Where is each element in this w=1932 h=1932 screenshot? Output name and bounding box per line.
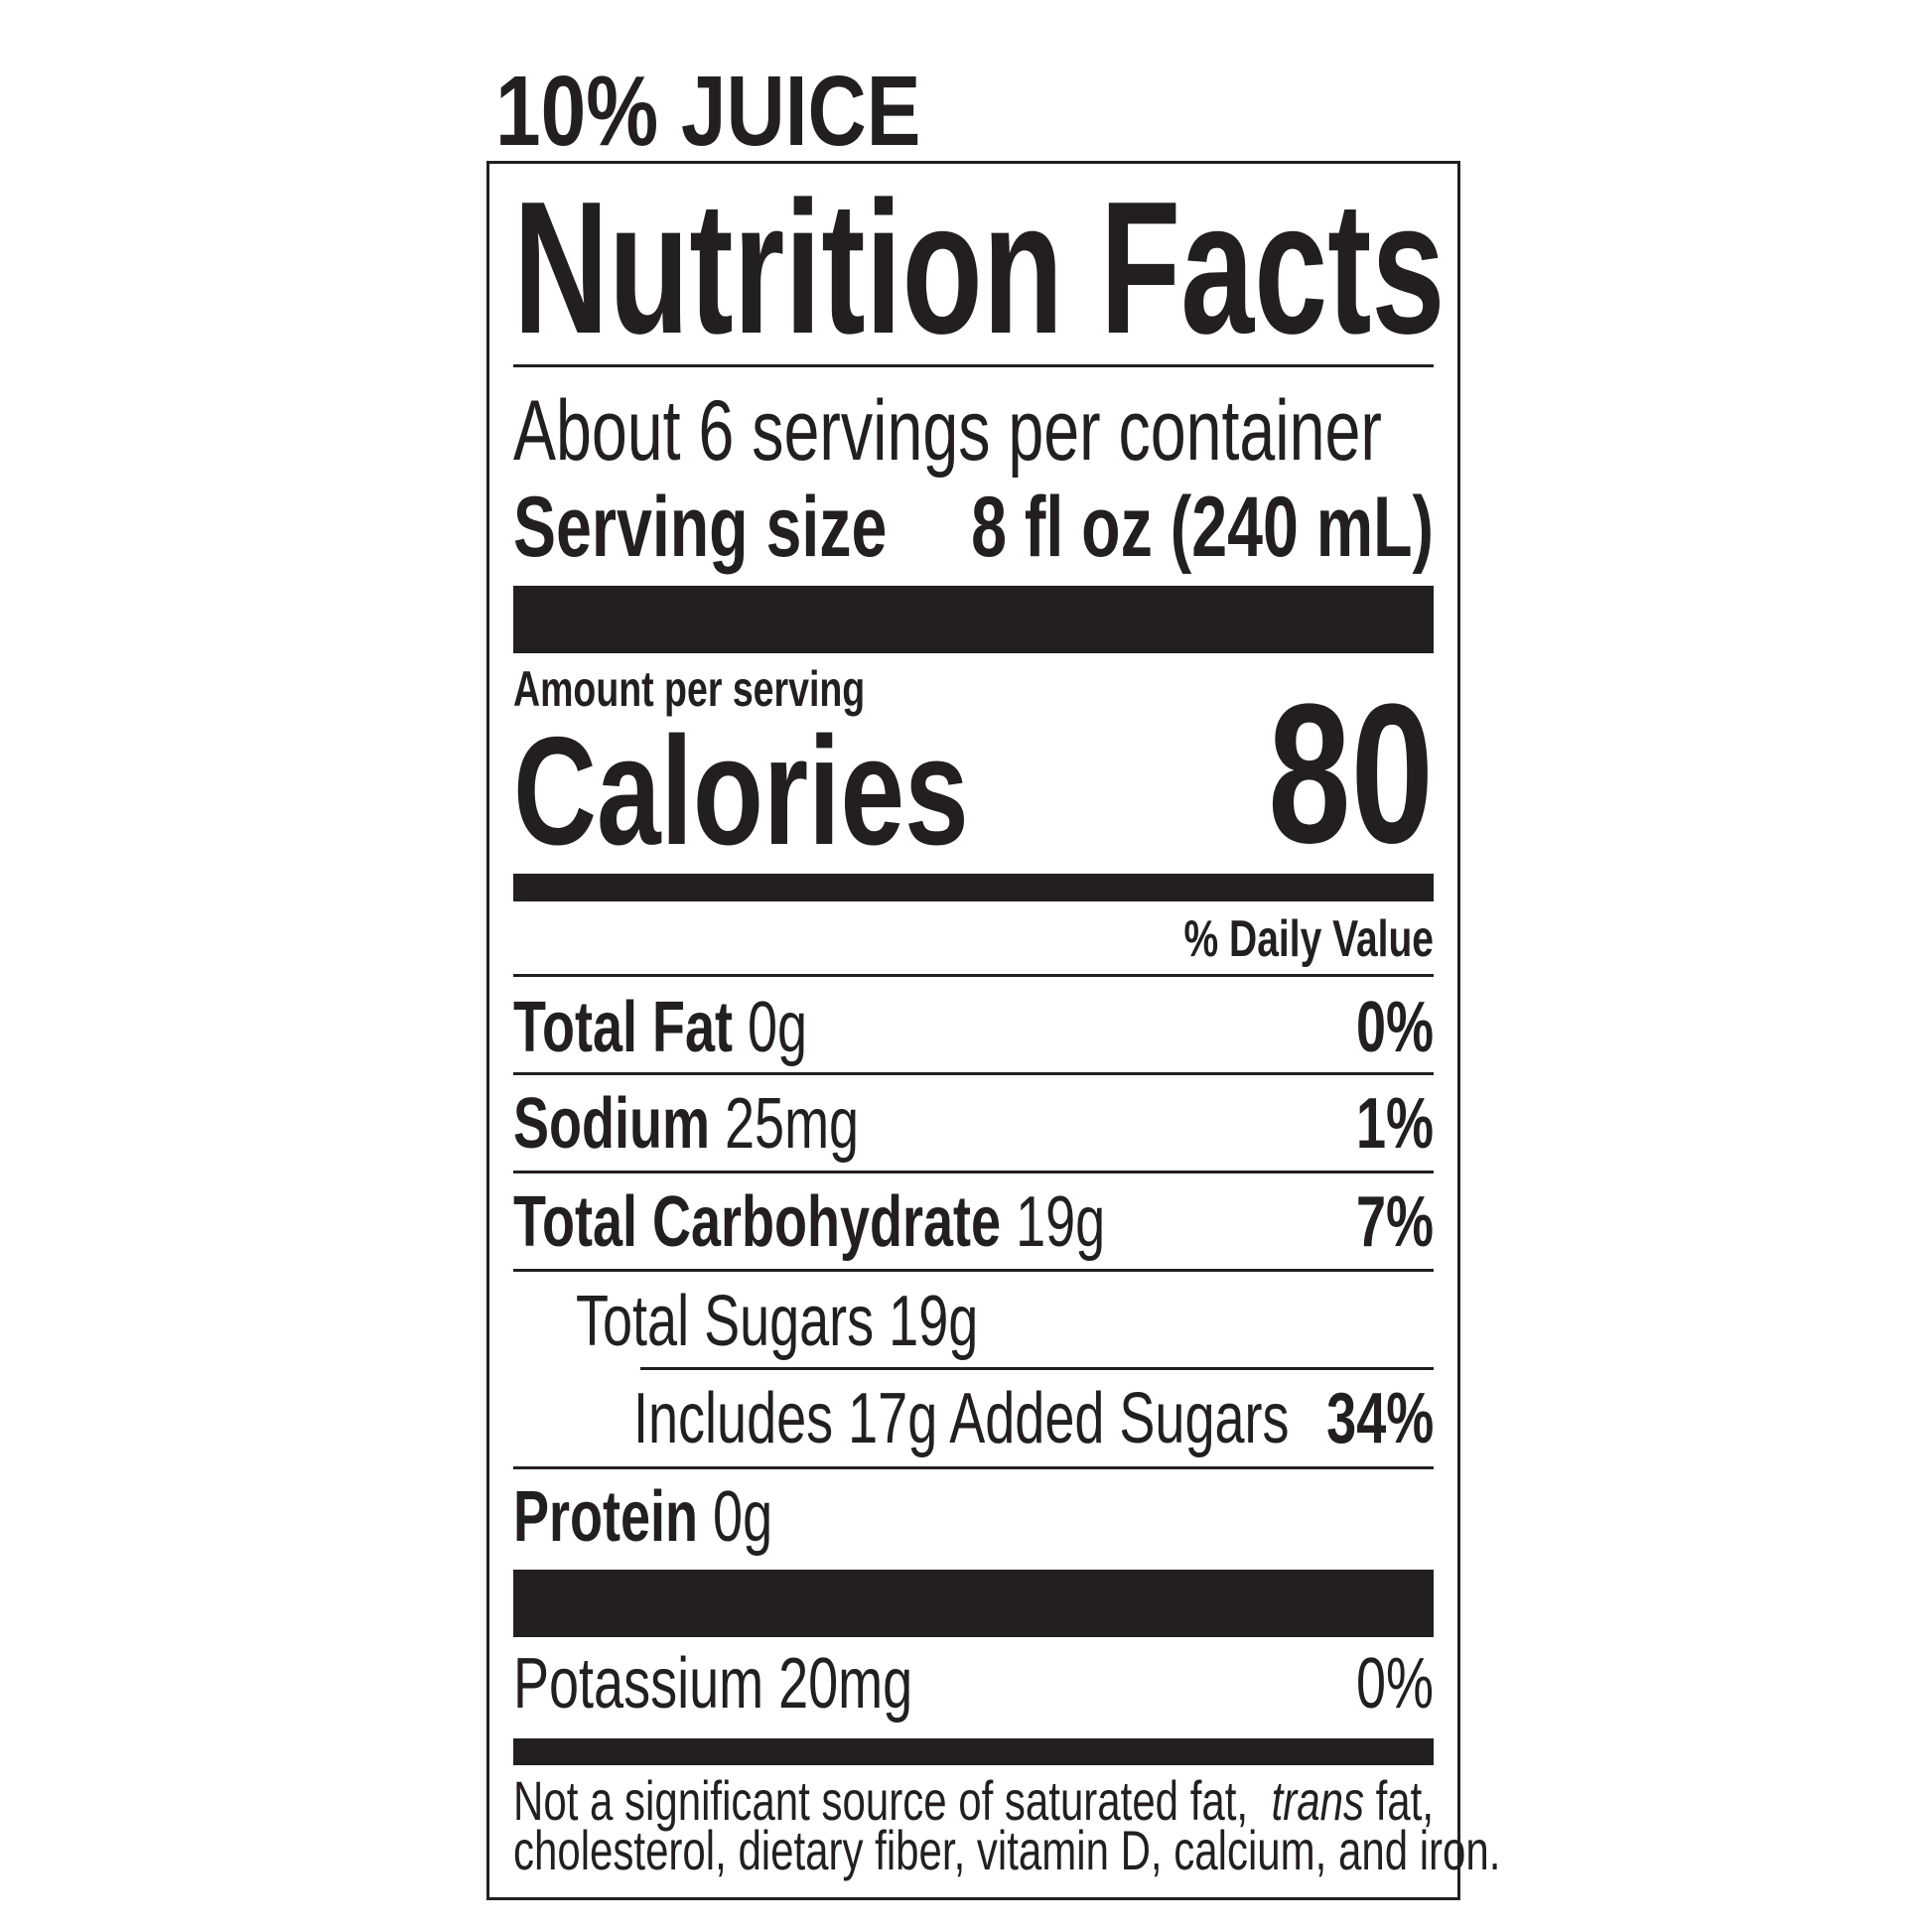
calories-value: 80 (1268, 663, 1434, 885)
nutrient-name: Protein (513, 1477, 699, 1557)
divider (513, 1072, 1434, 1075)
serving-size-row: Serving size 8 fl oz (240 mL) (513, 484, 1434, 570)
nutrient-dv: 34% (1326, 1379, 1435, 1458)
serving-size-value: 8 fl oz (240 mL) (971, 480, 1434, 575)
servings-text: About 6 servings per container (513, 383, 1382, 479)
medium-bar (513, 1738, 1434, 1765)
daily-value-header: % Daily Value (513, 913, 1434, 965)
footnote-text: fat, (1375, 1769, 1434, 1832)
nutrient-row-total-fat: Total Fat 0g 0% (513, 992, 1434, 1063)
footnote-line-1: Not a significant source of saturated fa… (513, 1773, 1434, 1829)
nutrition-facts-panel (486, 161, 1460, 1900)
title: Nutrition Facts (513, 174, 1445, 362)
divider (513, 1466, 1434, 1469)
calories-label-row: Calories (513, 714, 1434, 868)
nutrient-row-sodium: Sodium 25mg 1% (513, 1088, 1434, 1160)
nutrient-dv: 0% (1355, 988, 1434, 1067)
nutrient-dv: 0% (1355, 1644, 1434, 1724)
servings-per-container: About 6 servings per container (513, 388, 1434, 474)
nutrient-amount: 0g (713, 1477, 773, 1557)
footnote-line-2: cholesterol, dietary fiber, vitamin D, c… (513, 1823, 1500, 1878)
nutrient-dv: 1% (1355, 1084, 1434, 1164)
nutrient-name: Sodium (513, 1084, 710, 1164)
thick-bar (513, 586, 1434, 653)
nutrient-dv: 7% (1355, 1182, 1434, 1262)
footnote-text: cholesterol, dietary fiber, vitamin D, c… (513, 1819, 1501, 1881)
nutrient-row-total-sugars: Total Sugars 19g (576, 1286, 1434, 1357)
divider (513, 1171, 1434, 1173)
divider (513, 1269, 1434, 1272)
serving-size-label: Serving size (513, 480, 888, 575)
amount-per-serving: Amount per serving (513, 664, 1434, 714)
nutrient-name: Potassium 20mg (513, 1644, 913, 1724)
divider (513, 974, 1434, 977)
nutrient-row-added-sugars: Includes 17g Added Sugars 34% (633, 1383, 1434, 1454)
title-text: Nutrition Facts (513, 163, 1446, 373)
medium-bar (513, 874, 1434, 901)
amount-per-serving-text: Amount per serving (513, 661, 866, 717)
calories-value-row: 80 (513, 675, 1434, 874)
nutrient-name: Total Carbohydrate (513, 1182, 1002, 1262)
nutrient-name: Includes 17g Added Sugars (633, 1379, 1290, 1458)
footnote-italic: trans (1271, 1769, 1364, 1832)
nutrient-row-protein: Protein 0g (513, 1481, 1434, 1553)
divider (513, 364, 1434, 367)
nutrient-amount: 25mg (725, 1084, 860, 1164)
nutrient-amount: 19g (1016, 1182, 1106, 1262)
divider (640, 1367, 1434, 1370)
nutrient-amount: 0g (748, 988, 808, 1067)
nutrient-row-total-carbohydrate: Total Carbohydrate 19g 7% (513, 1186, 1434, 1258)
calories-label: Calories (513, 705, 969, 877)
thick-bar (513, 1570, 1434, 1637)
juice-percentage-label: 10% JUICE (495, 56, 921, 167)
footnote-text: Not a significant source of saturated fa… (513, 1769, 1249, 1832)
nutrient-name: Total Fat (513, 988, 733, 1067)
nutrient-row-potassium: Potassium 20mg 0% (513, 1648, 1434, 1720)
daily-value-header-text: % Daily Value (1183, 910, 1434, 968)
nutrient-name: Total Sugars 19g (576, 1282, 979, 1361)
